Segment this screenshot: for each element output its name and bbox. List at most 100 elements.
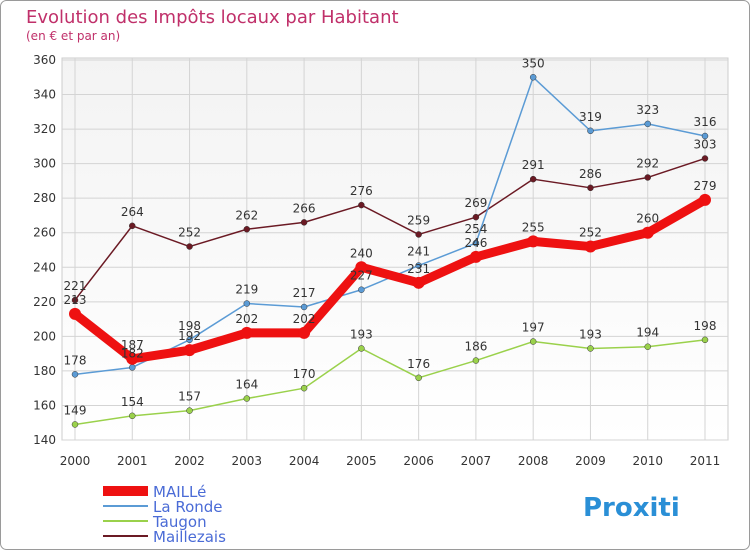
data-label: 193 — [350, 327, 373, 341]
data-label: 157 — [178, 390, 201, 404]
x-tick-label: 2011 — [690, 454, 721, 468]
x-tick-label: 2001 — [117, 454, 148, 468]
data-label: 202 — [293, 312, 316, 326]
data-label: 262 — [235, 208, 258, 222]
axes: 140 160 180 200 220 240 260 280 300 320 340 360 2000… — [33, 53, 720, 468]
data-point — [69, 307, 81, 320]
data-point — [300, 219, 308, 226]
x-tick-label: 2007 — [461, 454, 492, 468]
data-label: 213 — [64, 293, 87, 307]
chart-subtitle: (en € et par an) — [26, 29, 120, 43]
labels-layer: 221 264 252 262 266 276 259 269 291 286 292 303 178 1… — [64, 56, 717, 417]
data-label: 187 — [121, 338, 144, 352]
data-label: 193 — [579, 327, 602, 341]
data-label: 264 — [121, 205, 144, 219]
data-label: 197 — [522, 321, 545, 335]
data-label: 227 — [350, 269, 373, 283]
series-layer — [69, 74, 711, 428]
data-point — [587, 184, 594, 192]
grid — [62, 58, 728, 441]
data-label: 219 — [235, 283, 258, 297]
data-label: 198 — [178, 319, 201, 333]
data-label: 254 — [464, 222, 487, 236]
data-point — [529, 74, 537, 81]
series-line-Taugon — [74, 339, 706, 426]
data-label: 291 — [522, 158, 545, 172]
data-point — [71, 421, 79, 428]
data-point — [644, 343, 651, 350]
data-label: 154 — [121, 395, 144, 409]
data-point — [644, 174, 651, 181]
y-tick-label: 340 — [33, 88, 56, 102]
y-tick-label: 260 — [33, 226, 56, 240]
data-point — [300, 384, 308, 392]
data-point — [587, 127, 594, 135]
y-tick-label: 160 — [33, 398, 56, 412]
data-point — [701, 155, 709, 162]
x-tick-label: 2002 — [174, 454, 205, 468]
data-point — [186, 336, 193, 344]
y-tick-label: 200 — [33, 329, 56, 343]
logo-text: Proxiti — [583, 493, 680, 523]
data-point — [699, 193, 711, 206]
data-label: 269 — [464, 196, 487, 210]
series-line-MAILLé — [70, 195, 710, 364]
data-label: 252 — [178, 226, 201, 240]
data-label: 266 — [293, 201, 316, 215]
data-point — [129, 364, 136, 371]
data-point — [126, 352, 139, 365]
data-label: 164 — [235, 378, 258, 392]
data-point — [529, 175, 537, 183]
y-tick-label: 320 — [33, 122, 56, 136]
data-label: 194 — [636, 326, 659, 340]
data-point — [469, 250, 482, 263]
data-point — [243, 226, 251, 233]
data-point — [644, 120, 651, 128]
legend-label: Maillezais — [153, 528, 226, 546]
data-point — [129, 222, 136, 230]
x-tick-label: 2008 — [518, 454, 549, 468]
data-point — [358, 345, 365, 352]
data-point — [358, 286, 365, 293]
chart-title: Evolution des Impôts locaux par Habitant — [26, 7, 399, 28]
y-tick-label: 140 — [33, 433, 56, 447]
legend-label: La Ronde — [153, 498, 223, 516]
x-tick-label: 2006 — [403, 454, 434, 468]
data-label: 323 — [636, 103, 659, 117]
data-point — [186, 407, 193, 414]
data-point — [186, 243, 193, 250]
logo: Proxiti — [583, 493, 680, 523]
x-tick-label: 2000 — [60, 454, 91, 468]
data-label: 182 — [121, 346, 144, 360]
data-label: 319 — [579, 110, 602, 124]
data-point — [243, 395, 251, 402]
data-point — [415, 231, 422, 238]
data-label: 259 — [407, 213, 430, 227]
x-tick-label: 2003 — [232, 454, 263, 468]
data-point — [240, 326, 253, 339]
data-point — [641, 226, 654, 239]
plot-area — [61, 57, 729, 441]
data-point — [415, 374, 422, 382]
data-point — [71, 371, 79, 378]
data-point — [300, 303, 308, 311]
data-label: 292 — [636, 156, 659, 170]
data-point — [298, 326, 311, 339]
data-label: 246 — [464, 236, 487, 250]
data-label: 276 — [350, 184, 373, 198]
data-point — [129, 412, 136, 420]
x-tick-label: 2010 — [632, 454, 663, 468]
y-tick-label: 300 — [33, 157, 56, 171]
data-point — [71, 296, 79, 304]
series-line-Maillezais — [74, 157, 706, 301]
data-label: 221 — [64, 279, 87, 293]
data-point — [355, 261, 368, 274]
x-tick-label: 2004 — [289, 454, 320, 468]
data-point — [584, 240, 597, 253]
data-point — [472, 239, 480, 247]
data-label: 231 — [407, 262, 430, 276]
data-point — [415, 262, 422, 269]
